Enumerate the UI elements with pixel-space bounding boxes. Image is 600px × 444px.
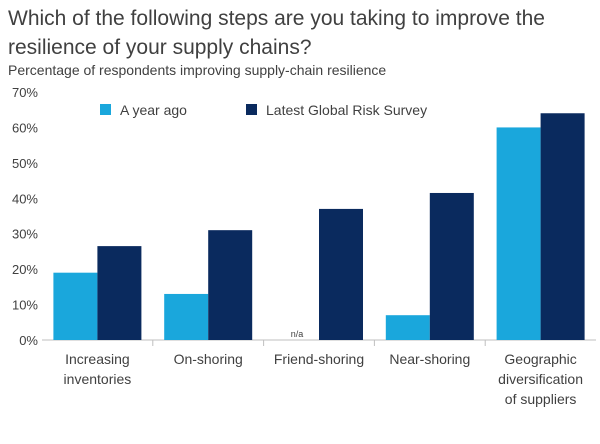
x-tick-label: diversification xyxy=(498,371,583,387)
y-tick-label: 30% xyxy=(12,227,38,242)
y-tick-label: 70% xyxy=(12,85,38,100)
y-tick-label: 60% xyxy=(12,120,38,135)
bar xyxy=(164,293,209,340)
x-tick-label: Geographic xyxy=(504,351,576,367)
x-tick-label: On-shoring xyxy=(174,351,243,367)
legend-label: A year ago xyxy=(120,102,187,118)
legend-swatch xyxy=(100,104,111,115)
chart-title: Which of the following steps are you tak… xyxy=(8,7,545,59)
y-tick-label: 50% xyxy=(12,156,38,171)
missing-value-label: n/a xyxy=(291,329,304,339)
legend-swatch xyxy=(246,104,257,115)
y-tick-label: 20% xyxy=(12,262,38,277)
bar xyxy=(540,113,585,340)
legend-label: Latest Global Risk Survey xyxy=(266,102,427,118)
bar xyxy=(496,127,541,340)
x-tick-label: Friend-shoring xyxy=(274,351,364,367)
x-tick-label: Near-shoring xyxy=(389,351,470,367)
y-tick-label: 40% xyxy=(12,191,38,206)
chart-subtitle: Percentage of respondents improving supp… xyxy=(8,62,387,78)
bar xyxy=(208,230,253,340)
y-tick-label: 10% xyxy=(12,298,38,313)
x-tick-label: of suppliers xyxy=(505,391,577,407)
x-tick-label: inventories xyxy=(64,371,132,387)
bar xyxy=(385,315,430,340)
bar xyxy=(97,246,142,340)
bar xyxy=(319,208,363,340)
x-tick-label: Increasing xyxy=(65,351,130,367)
bar xyxy=(429,192,474,340)
y-tick-label: 0% xyxy=(19,333,38,348)
bar xyxy=(53,272,98,340)
